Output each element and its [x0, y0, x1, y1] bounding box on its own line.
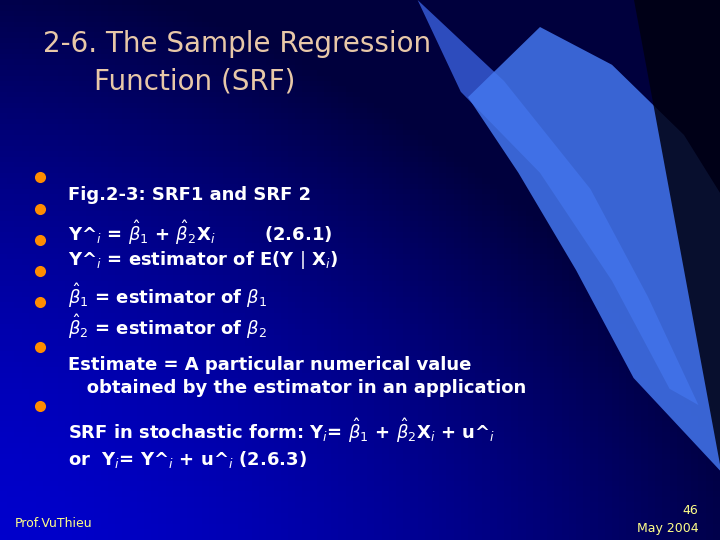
Text: May 2004: May 2004 — [636, 522, 698, 535]
Text: Y^$_i$ = estimator of E(Y $|$ X$_i$): Y^$_i$ = estimator of E(Y $|$ X$_i$) — [68, 249, 338, 272]
Text: Function (SRF): Function (SRF) — [94, 68, 295, 96]
Text: Fig.2-3: SRF1 and SRF 2: Fig.2-3: SRF1 and SRF 2 — [68, 186, 312, 204]
PathPatch shape — [468, 27, 720, 486]
Text: $\hat{\beta}_1$ = estimator of $\beta_1$: $\hat{\beta}_1$ = estimator of $\beta_1$ — [68, 281, 268, 309]
Text: 46: 46 — [683, 504, 698, 517]
Text: Y^$_i$ = $\hat{\beta}_1$ + $\hat{\beta}_2$X$_i$        (2.6.1): Y^$_i$ = $\hat{\beta}_1$ + $\hat{\beta}_… — [68, 219, 333, 247]
Text: 2-6. The Sample Regression: 2-6. The Sample Regression — [43, 30, 431, 58]
Text: Prof.VuThieu: Prof.VuThieu — [14, 517, 92, 530]
PathPatch shape — [418, 0, 698, 405]
PathPatch shape — [634, 0, 720, 540]
Text: $\hat{\beta}_2$ = estimator of $\beta_2$: $\hat{\beta}_2$ = estimator of $\beta_2$ — [68, 312, 268, 341]
Text: SRF in stochastic form: Y$_i$= $\hat{\beta}_1$ + $\hat{\beta}_2$X$_i$ + u^$_i$
o: SRF in stochastic form: Y$_i$= $\hat{\be… — [68, 416, 496, 470]
Text: Estimate = A particular numerical value
   obtained by the estimator in an appli: Estimate = A particular numerical value … — [68, 356, 526, 396]
